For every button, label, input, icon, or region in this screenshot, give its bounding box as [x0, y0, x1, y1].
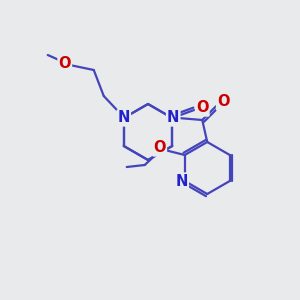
Text: O: O	[196, 100, 208, 116]
Text: N: N	[176, 173, 188, 188]
Text: N: N	[167, 110, 179, 125]
Text: O: O	[217, 94, 230, 110]
Text: O: O	[58, 56, 71, 70]
Text: N: N	[118, 110, 130, 125]
Text: O: O	[154, 140, 166, 155]
